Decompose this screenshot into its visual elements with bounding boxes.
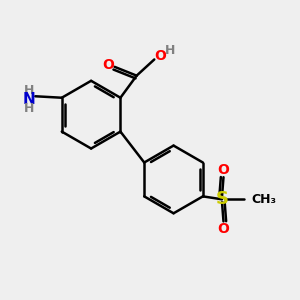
Text: H: H: [165, 44, 175, 57]
Text: H: H: [24, 85, 34, 98]
Text: H: H: [24, 102, 34, 116]
Text: CH₃: CH₃: [251, 193, 277, 206]
Text: N: N: [22, 92, 35, 107]
Text: O: O: [218, 163, 230, 177]
Text: O: O: [218, 222, 230, 236]
Text: O: O: [154, 49, 166, 63]
Text: S: S: [215, 190, 229, 208]
Text: O: O: [102, 58, 114, 72]
